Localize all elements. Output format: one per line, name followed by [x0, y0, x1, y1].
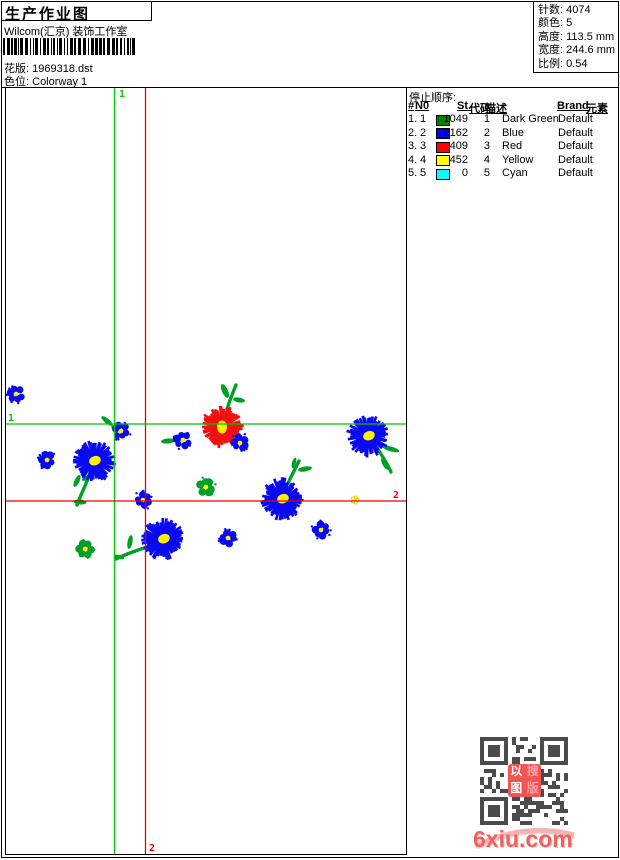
watermark-seal: 以搜图版: [508, 764, 541, 797]
color-count: 颜色: 5: [538, 17, 573, 30]
color-swatch: [436, 168, 450, 180]
thread-brand: Default: [558, 167, 593, 180]
thread-code: 2: [483, 126, 490, 139]
flower-big_blue: [260, 477, 304, 521]
stitch-count: 452: [449, 153, 468, 166]
color-swatch: [436, 128, 450, 140]
axis-label: 1: [8, 413, 14, 424]
stop-sequence-panel: 停止顺序: # N0 St. 代码 描述 Brand 元素 1. 1 1049 1 Da…: [405, 88, 619, 180]
col-code: 代码: [469, 103, 491, 115]
logo-text: 6xiu.com: [473, 826, 573, 852]
flower-small_blue: [172, 431, 192, 451]
thread-brand: Default: [558, 153, 593, 166]
thread-code: 5: [483, 167, 490, 180]
colorway-value: Colorway 1: [32, 76, 88, 88]
thread-code: 3: [483, 140, 490, 153]
thread-description: Blue: [502, 126, 525, 139]
thread-description: Dark Green: [502, 113, 559, 125]
col-num: #: [408, 100, 415, 112]
stop-sequence-header: # N0 St. 代码 描述 Brand 元素: [405, 100, 619, 115]
flower-small_blue: [135, 489, 153, 510]
stitch-count: 1049: [443, 113, 468, 125]
seal-char: 版: [526, 780, 539, 795]
stop-index: 4.: [408, 153, 418, 166]
stitch-count: 2162: [443, 126, 468, 139]
needle-number: 2: [420, 126, 427, 139]
thread-code: 4: [483, 153, 490, 166]
thread-description: Cyan: [502, 167, 528, 180]
flower-small_blue: [36, 450, 56, 470]
design-info-panel: 针数: 4074 颜色: 5 高度: 113.5 mm 宽度: 244.6 mm…: [533, 2, 618, 73]
col-n0: N0: [415, 100, 430, 112]
flower-small_green: [196, 476, 217, 497]
col-st: St.: [457, 100, 472, 112]
stop-index: 2.: [408, 126, 418, 139]
page-title: 生产作业图: [2, 2, 152, 23]
needle-number: 3: [420, 140, 427, 153]
seal-char: 图: [510, 780, 523, 795]
pattern-file-line: 花版: 1969318.dst: [4, 60, 93, 76]
stop-index: 5.: [408, 167, 418, 180]
color-swatch: [436, 141, 450, 153]
thread-description: Red: [502, 140, 523, 153]
stop-index: 1.: [408, 113, 418, 125]
design-canvas: 1 1 2 2: [5, 87, 407, 855]
barcode: [3, 38, 138, 55]
flower-big_blue: [141, 517, 184, 561]
color-swatch: [436, 155, 450, 167]
flower-small_blue: [230, 433, 249, 453]
flower-small_green: [75, 539, 96, 559]
flower-small_blue: [6, 385, 25, 405]
stop-index: 3.: [408, 140, 418, 153]
color-swatch: [436, 114, 450, 126]
axis-label: 2: [149, 843, 155, 854]
stop-row: 2. 2 2162 2 Blue Default: [405, 127, 619, 141]
design-scale: 比例: 0.54: [538, 57, 588, 70]
stop-sequence-title: 停止顺序:: [409, 92, 457, 104]
stop-row: 4. 4 452 4 Yellow Default: [405, 154, 619, 168]
flower-yellow_mini: [350, 495, 360, 505]
needle-number: 4: [420, 153, 427, 166]
flower-small_blue: [310, 519, 332, 540]
col-elem: 元素: [586, 103, 608, 115]
axis-label: 2: [393, 490, 399, 501]
thread-description: Yellow: [502, 153, 534, 166]
colorway-line: 色位: Colorway 1: [4, 73, 87, 89]
pattern-label: 花版:: [4, 63, 30, 75]
needle-number: 1: [420, 113, 427, 125]
design-height: 高度: 113.5 mm: [538, 30, 615, 43]
thread-code: 1: [483, 113, 490, 125]
thread-brand: Default: [558, 126, 593, 139]
col-brand: Brand: [557, 100, 589, 112]
seal-char: 搜: [526, 764, 539, 778]
stitch-count: 针数: 4074: [538, 4, 591, 16]
flower-small_blue: [217, 528, 238, 548]
studio-name: Wilcom(汇京) 装饰工作室: [4, 26, 128, 38]
flower-big_blue: [346, 415, 389, 458]
flower-big_red: [202, 405, 244, 449]
thread-brand: Default: [558, 113, 593, 125]
needle-number: 5: [420, 167, 427, 180]
stop-sequence-rows: 1. 1 1049 1 Dark Green Default 2. 2 2162 2 Blue Def…: [405, 113, 619, 181]
colorway-label: 色位:: [4, 76, 30, 88]
site-logo: 6xiu.com: [471, 822, 581, 854]
stitch-count: 409: [449, 140, 468, 153]
design-width: 宽度: 244.6 mm: [538, 44, 616, 57]
stitch-count: 0: [461, 167, 468, 180]
logo-swoosh: [473, 827, 576, 850]
stop-row: 1. 1 1049 1 Dark Green Default: [405, 113, 619, 127]
stop-row: 5. 5 0 5 Cyan Default: [405, 167, 619, 181]
axis-label: 1: [119, 89, 125, 100]
pattern-value: 1969318.dst: [32, 63, 93, 75]
stop-row: 3. 3 409 3 Red Default: [405, 140, 619, 154]
seal-char: 以: [510, 764, 523, 778]
col-desc: 描述: [485, 103, 507, 115]
flower-big_blue: [72, 440, 116, 482]
thread-brand: Default: [558, 140, 593, 153]
